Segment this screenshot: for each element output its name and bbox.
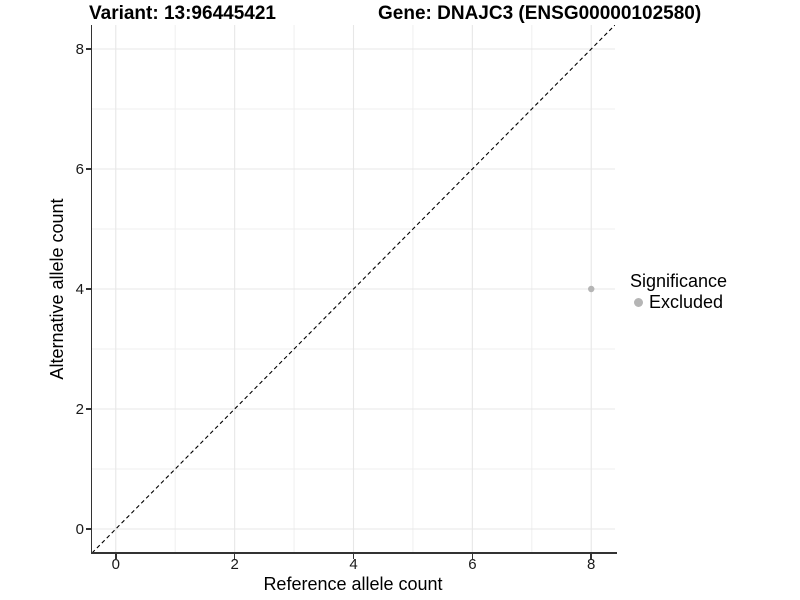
x-axis-line: [90, 552, 617, 554]
identity-dashed-line: [92, 25, 615, 553]
y-tick-mark: [86, 288, 91, 290]
y-tick-label: 0: [75, 520, 84, 538]
y-tick-label: 2: [75, 400, 84, 418]
legend-key: [629, 293, 647, 311]
x-tick-mark: [471, 554, 474, 559]
y-axis-title: Alternative allele count: [47, 198, 67, 380]
x-tick-label: 0: [111, 556, 120, 573]
y-axis-line: [90, 25, 93, 554]
x-tick-label: 2: [230, 556, 239, 573]
x-tick-mark: [590, 554, 593, 559]
plot-title-variant: Variant: 13:96445421: [89, 3, 276, 24]
y-tick-label: 8: [75, 40, 84, 58]
legend: Significance Excluded: [629, 271, 727, 312]
y-tick-label: 6: [75, 160, 84, 178]
plot-panel: [92, 25, 615, 553]
y-tick-mark: [86, 48, 91, 50]
x-tick-label: 8: [587, 556, 596, 573]
y-tick-label: 4: [75, 280, 84, 298]
legend-item-label: Excluded: [649, 291, 724, 312]
y-tick-mark: [86, 528, 91, 530]
legend-title: Significance: [630, 271, 728, 291]
plot-panel-svg: [92, 25, 615, 553]
x-tick-mark: [352, 554, 355, 559]
x-tick-mark: [233, 554, 236, 559]
x-tick-label: 6: [468, 556, 477, 573]
x-axis-title: Reference allele count: [263, 574, 443, 594]
data-point: [588, 285, 595, 293]
plot-title-gene: Gene: DNAJC3 (ENSG00000102580): [378, 3, 702, 24]
y-tick-mark: [86, 408, 91, 410]
y-tick-mark: [86, 168, 91, 170]
x-tick-mark: [114, 554, 117, 559]
x-tick-label: 4: [349, 556, 358, 573]
excluded-point-icon: [633, 297, 643, 307]
legend-item-excluded: Excluded: [629, 292, 727, 312]
